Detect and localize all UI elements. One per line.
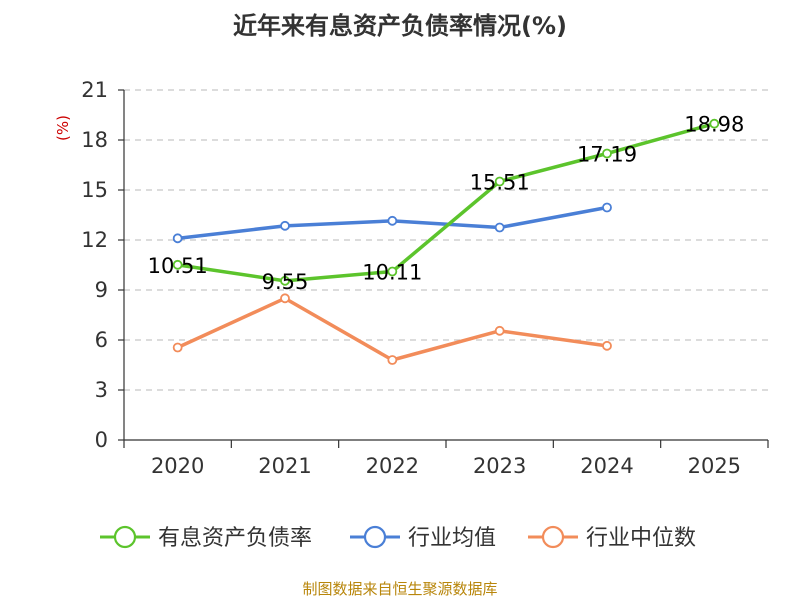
data-point <box>172 233 183 244</box>
data-point <box>387 355 398 365</box>
x-tick-label: 2022 <box>366 454 419 478</box>
grid-lines <box>124 89 768 391</box>
data-point <box>172 342 183 353</box>
legend: 有息资产负债率 行业均值 行业中位数 <box>100 525 696 551</box>
data-point <box>494 222 505 233</box>
y-tick-label: 12 <box>81 228 108 252</box>
legend-marker <box>541 525 565 549</box>
data-point <box>280 220 290 231</box>
data-point <box>709 118 720 129</box>
axes: 0 3 6 9 12 15 18 21 2020 2021 2022 2023 2024 2025 <box>81 78 769 478</box>
legend-label: 行业中位数 <box>586 526 696 551</box>
data-label: 17.19 <box>577 143 637 167</box>
series-lines <box>172 118 720 365</box>
data-label: 10.51 <box>148 254 208 278</box>
data-point <box>494 176 505 187</box>
x-tick-label: 2025 <box>688 454 741 478</box>
series-line-3 <box>175 296 609 362</box>
data-label: 15.51 <box>470 171 530 195</box>
data-point <box>387 215 398 226</box>
data-point <box>280 293 290 304</box>
y-tick-label: 0 <box>95 428 108 452</box>
legend-label: 有息资产负债率 <box>158 526 312 551</box>
y-tick-label: 3 <box>95 378 108 402</box>
data-label: 10.11 <box>362 261 422 285</box>
legend-marker <box>363 525 387 549</box>
data-label: 9.55 <box>262 270 309 294</box>
x-tick-label: 2024 <box>580 454 633 478</box>
y-tick-label: 21 <box>81 78 108 102</box>
data-point <box>602 202 612 213</box>
data-label: 18.98 <box>684 113 744 137</box>
source-note: 制图数据来自恒生聚源数据库 <box>302 580 498 598</box>
legend-label: 行业均值 <box>408 526 496 551</box>
legend-marker <box>113 525 137 549</box>
data-point <box>602 148 612 159</box>
y-tick-label: 15 <box>81 178 108 202</box>
data-point <box>494 325 505 336</box>
data-labels: 10.51 9.55 10.11 15.51 17.19 18.98 <box>148 113 745 294</box>
y-axis-unit-label: (%) <box>54 115 72 141</box>
x-tick-label: 2021 <box>258 454 311 478</box>
data-point <box>280 275 290 286</box>
data-point <box>172 259 183 270</box>
series-line-1 <box>175 121 717 283</box>
y-tick-label: 18 <box>81 128 108 152</box>
chart-title: 近年来有息资产负债率情况(%) <box>233 12 567 40</box>
data-point <box>387 266 398 277</box>
data-point <box>602 340 612 351</box>
y-tick-label: 6 <box>95 328 108 352</box>
x-tick-label: 2023 <box>473 454 526 478</box>
x-tick-label: 2020 <box>151 454 204 478</box>
y-tick-label: 9 <box>95 278 108 302</box>
